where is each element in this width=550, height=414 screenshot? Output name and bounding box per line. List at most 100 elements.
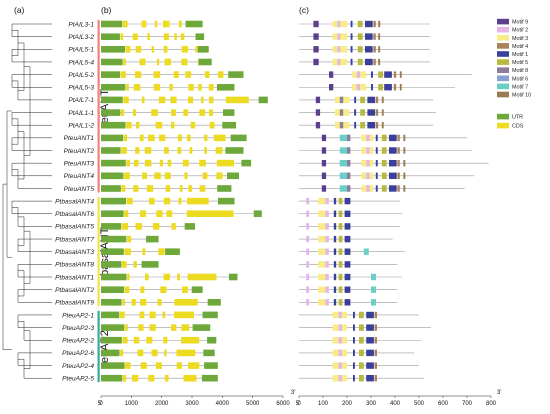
cds-block — [159, 159, 163, 167]
cds-block — [147, 33, 150, 40]
cds-block — [124, 210, 129, 217]
cds-block — [124, 286, 130, 293]
motif-box — [373, 46, 376, 53]
motif-box — [378, 20, 381, 28]
motif-box — [325, 248, 329, 255]
cds-block — [131, 374, 139, 382]
cds-block — [140, 362, 147, 369]
gene-label: PtAIL7-1 — [68, 97, 94, 104]
tick-label: 2000 — [155, 401, 169, 407]
utr-block — [101, 33, 120, 40]
cds-block — [139, 134, 144, 142]
motif-box — [374, 324, 377, 331]
cds-block — [140, 210, 147, 217]
axis-start-label: 5' — [296, 401, 300, 407]
motif-box — [306, 299, 310, 306]
legend: Motif 9 Motif 2 Motif 3 Motif 4 Motif 1 Motif… — [497, 18, 531, 130]
utr-block — [207, 336, 217, 344]
motif-box — [353, 349, 355, 357]
motif-box — [338, 362, 342, 369]
legend-label: Motif 5 — [512, 60, 528, 66]
motif-box — [381, 160, 387, 167]
gene-label: PteuAP2-6 — [62, 350, 94, 357]
motif-box — [306, 197, 310, 205]
motif-box — [339, 172, 349, 179]
motif-box — [339, 134, 349, 142]
motif-box — [381, 122, 384, 129]
gene-label: PteuANT2 — [64, 148, 95, 155]
motif-box — [338, 273, 343, 281]
cds-block — [135, 46, 142, 53]
motif-box — [403, 134, 406, 142]
motif-box — [366, 375, 374, 382]
cds-block — [122, 299, 125, 306]
cds-block — [155, 362, 162, 369]
gene-label: PtbasalANT8 — [55, 262, 94, 269]
cds-block — [204, 71, 210, 78]
motif-box — [374, 349, 377, 357]
cds-block — [148, 134, 155, 142]
legend-swatch — [497, 18, 509, 25]
motif-box — [397, 147, 400, 154]
motif-box — [366, 324, 374, 331]
gene-label: PteuAP2-5 — [62, 376, 94, 383]
utr-block — [101, 261, 122, 268]
utr-block — [101, 286, 125, 293]
cds-block — [170, 96, 177, 104]
cds-block — [149, 311, 156, 319]
gene-label: PtAIL1-2 — [68, 123, 94, 130]
cds-block — [181, 336, 200, 344]
motif-box — [375, 147, 378, 154]
motif-box — [384, 71, 392, 78]
motif-box — [321, 147, 327, 154]
motif-box — [313, 33, 319, 40]
cds-block — [121, 147, 127, 154]
cds-block — [122, 261, 127, 268]
utr-block — [185, 20, 203, 28]
utr-block — [101, 311, 120, 319]
cds-block — [158, 96, 166, 104]
motif-box — [375, 109, 379, 116]
cds-block — [164, 349, 167, 357]
motif-box — [357, 33, 363, 40]
cds-block — [209, 121, 215, 129]
cds-block — [120, 33, 124, 40]
motif-box — [350, 58, 353, 66]
motif-box — [397, 134, 400, 142]
utr-block — [191, 286, 203, 293]
motif-box — [375, 185, 378, 192]
cds-block — [165, 185, 171, 192]
cds-block — [163, 33, 169, 40]
motif-panel — [299, 20, 489, 382]
cds-block — [135, 71, 142, 78]
motif-box — [333, 235, 337, 243]
cds-block — [199, 159, 206, 167]
motif-box — [354, 109, 357, 116]
motif-box — [373, 20, 376, 28]
cds-block — [154, 172, 161, 180]
cds-block — [141, 96, 145, 104]
gene-label: PteuAP2-3 — [62, 325, 94, 332]
motif-box — [325, 197, 329, 205]
motif-box — [339, 160, 349, 167]
cds-block — [126, 235, 132, 243]
motif-box — [339, 185, 349, 192]
motif-box — [321, 185, 327, 192]
legend-label: UTR — [512, 115, 523, 121]
gene-label: PtbasalANT4 — [55, 198, 94, 205]
motif-box — [353, 375, 355, 382]
motif-box — [366, 362, 374, 369]
motif-box — [359, 375, 364, 382]
cds-block — [123, 134, 128, 142]
utr-block — [253, 210, 262, 217]
utr-block — [101, 109, 121, 116]
motif-box — [367, 122, 376, 129]
legend-label: Motif 9 — [512, 20, 528, 26]
motif-box — [306, 261, 310, 268]
cds-block — [164, 58, 171, 66]
utr-block — [192, 324, 211, 331]
cds-block — [123, 58, 126, 66]
motif-box — [306, 286, 310, 293]
cds-block — [188, 84, 194, 91]
cds-block — [178, 197, 182, 205]
